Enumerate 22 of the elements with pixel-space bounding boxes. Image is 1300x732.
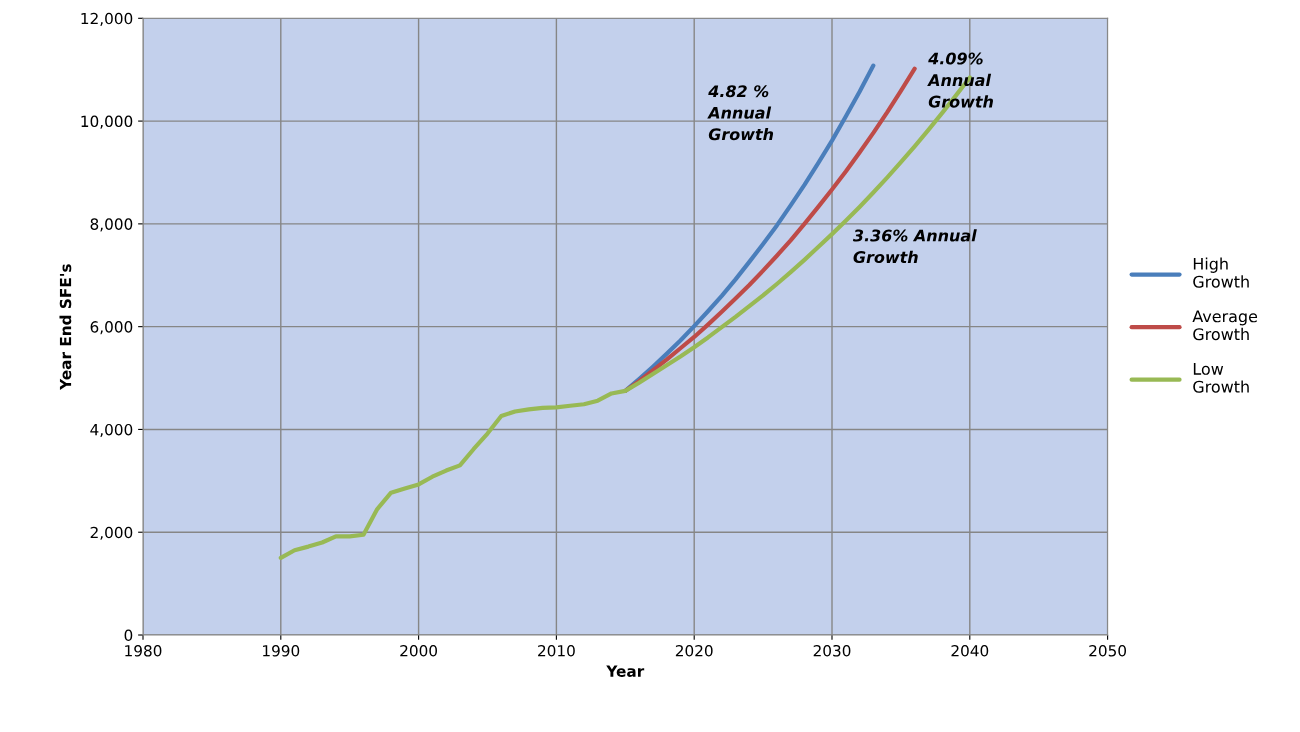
y-tick-label: 8,000 (90, 218, 133, 232)
y-tick-label: 4,000 (90, 423, 133, 438)
x-tick-label: 2030 (813, 645, 851, 657)
annotation: 4.82 % Annual Growth (707, 85, 774, 141)
y-tick-label: 6,000 (90, 321, 133, 335)
y-axis-title: Year End SFE's (59, 264, 72, 391)
x-tick-label: 1980 (125, 645, 162, 657)
legend-label: High Growth (1193, 257, 1249, 288)
y-tick-label: 10,000 (81, 115, 133, 129)
y-tick-label: 12,000 (81, 12, 133, 26)
x-tick-label: 2020 (675, 645, 713, 657)
legend-label: Average Growth (1192, 310, 1258, 341)
annotation: 3.36% Annual Growth (852, 229, 977, 264)
x-tick-label: 1990 (263, 645, 300, 657)
x-tick-label: 2010 (538, 645, 575, 657)
x-tick-label: 2000 (400, 645, 438, 657)
y-tick-label: 2,000 (90, 526, 133, 540)
legend-label: Low Growth (1193, 362, 1249, 393)
x-axis-title: Year (606, 665, 645, 677)
x-tick-label: 2050 (1089, 645, 1127, 657)
x-tick-label: 2040 (951, 645, 989, 657)
y-tick-label: 0 (124, 629, 133, 642)
